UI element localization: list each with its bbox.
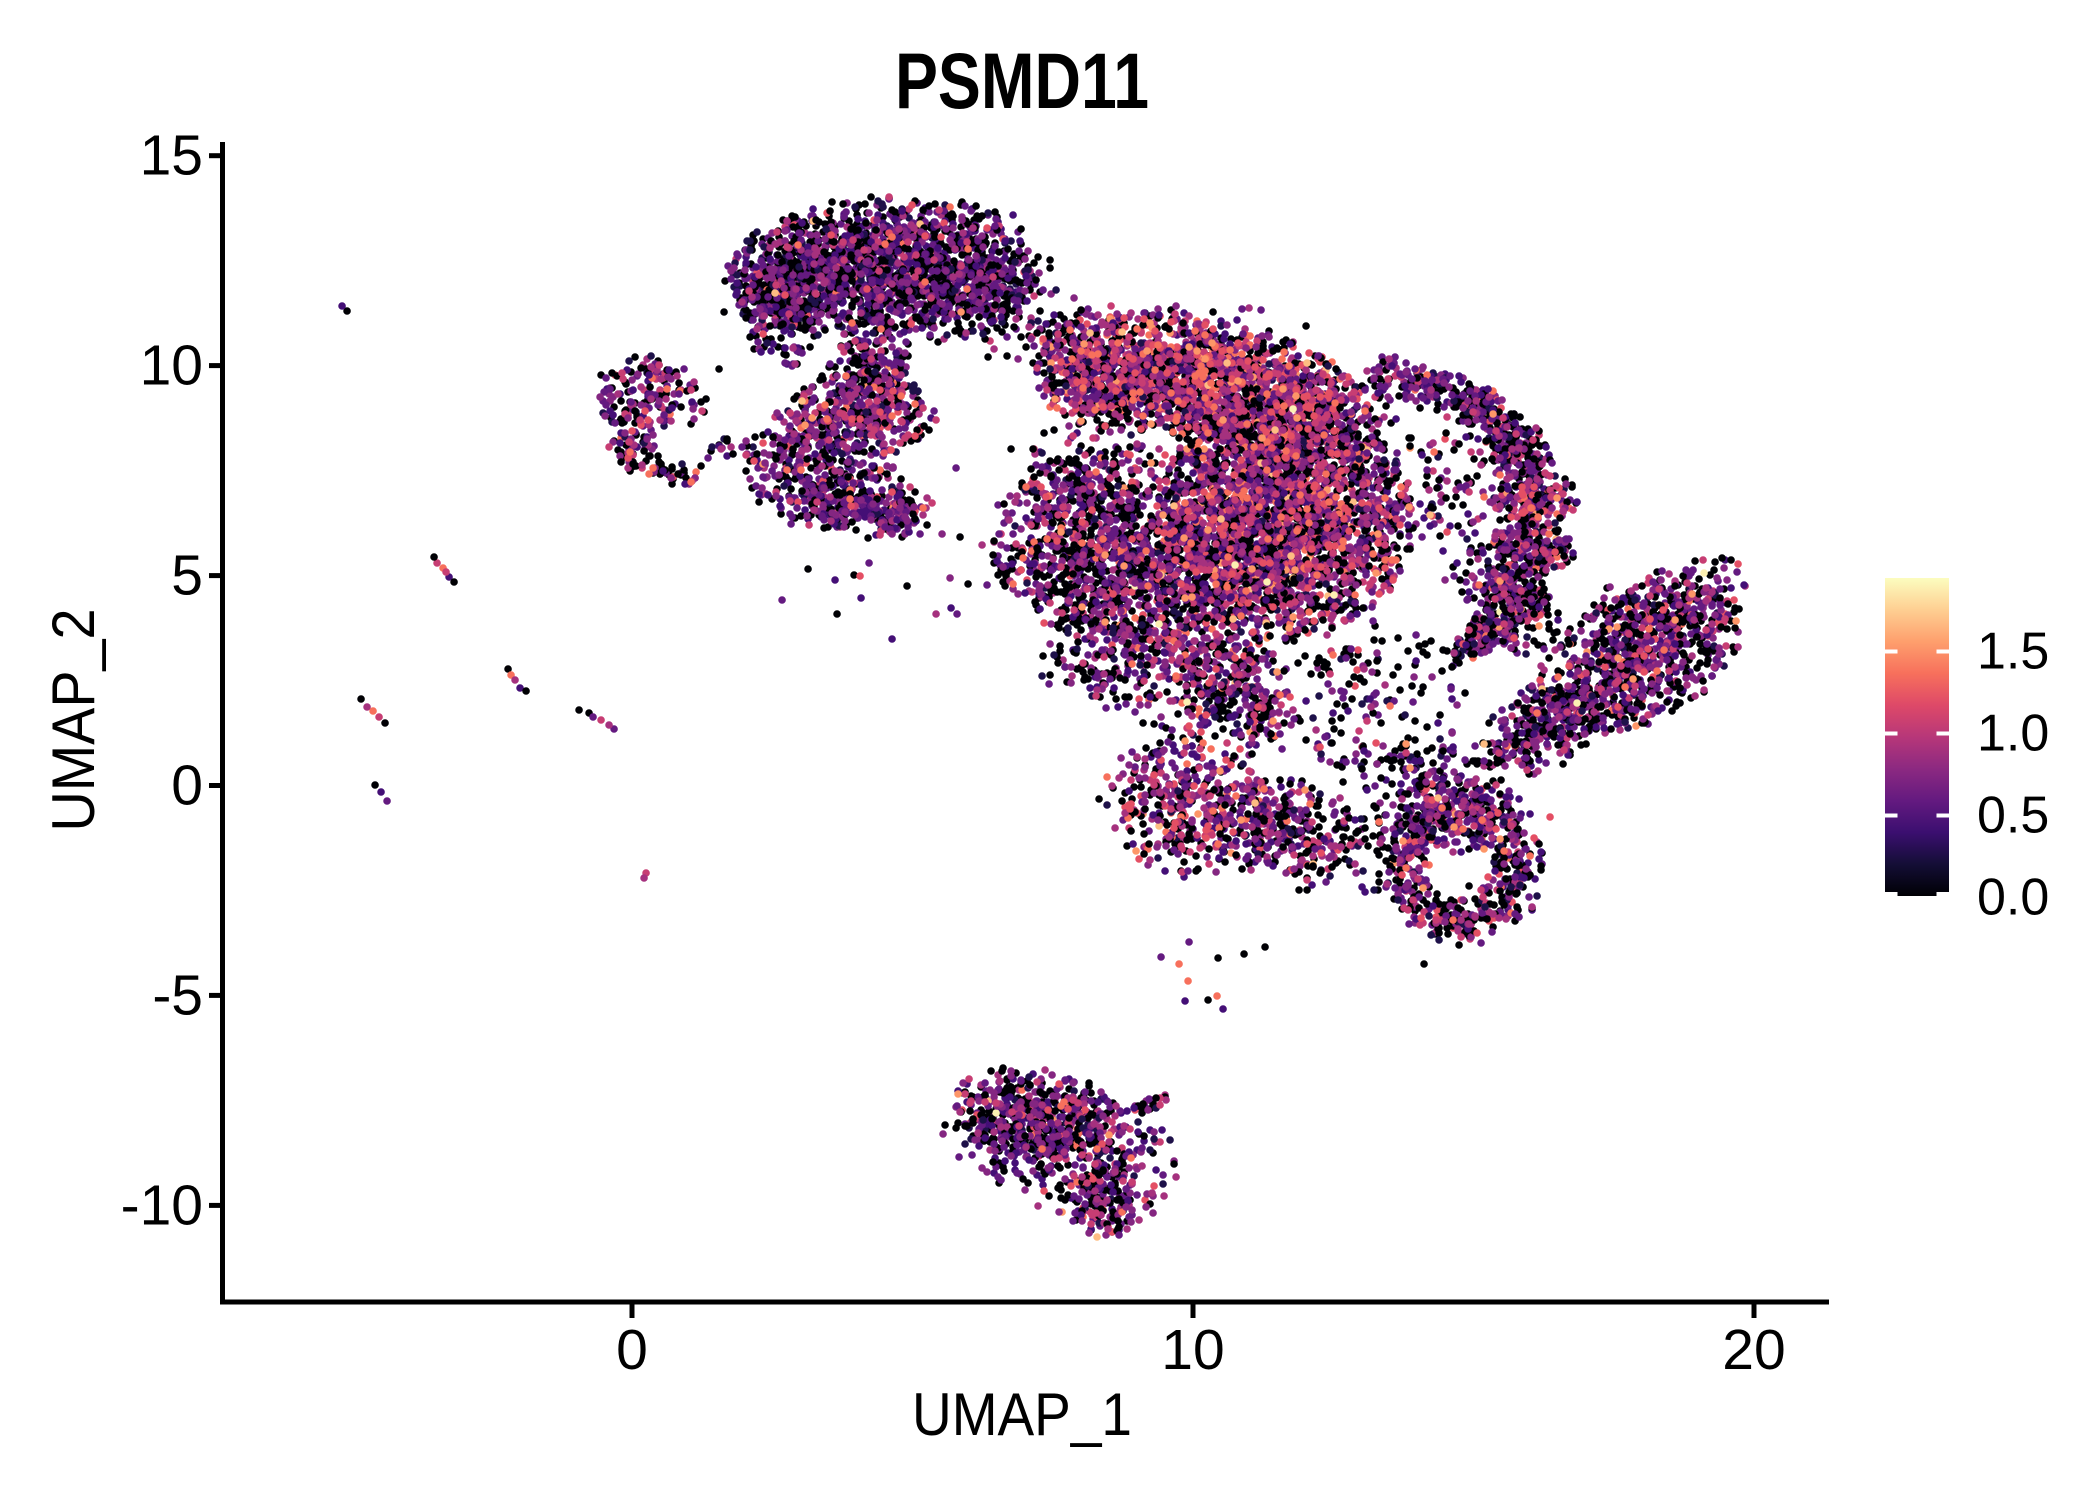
- svg-text:PSMD11: PSMD11: [895, 36, 1149, 125]
- svg-text:0: 0: [171, 754, 203, 818]
- svg-text:10: 10: [1161, 1318, 1224, 1382]
- svg-text:UMAP_1: UMAP_1: [912, 1381, 1132, 1448]
- svg-text:-10: -10: [121, 1173, 203, 1237]
- svg-text:5: 5: [171, 544, 203, 608]
- svg-text:1.0: 1.0: [1977, 705, 2049, 763]
- svg-text:UMAP_2: UMAP_2: [40, 609, 107, 832]
- svg-text:10: 10: [140, 334, 203, 398]
- svg-text:1.5: 1.5: [1977, 623, 2049, 681]
- svg-text:15: 15: [140, 124, 203, 188]
- svg-text:20: 20: [1722, 1318, 1785, 1382]
- svg-text:0.5: 0.5: [1977, 787, 2049, 845]
- svg-text:-5: -5: [152, 963, 203, 1027]
- svg-text:0.0: 0.0: [1977, 869, 2049, 927]
- svg-text:0: 0: [616, 1318, 648, 1382]
